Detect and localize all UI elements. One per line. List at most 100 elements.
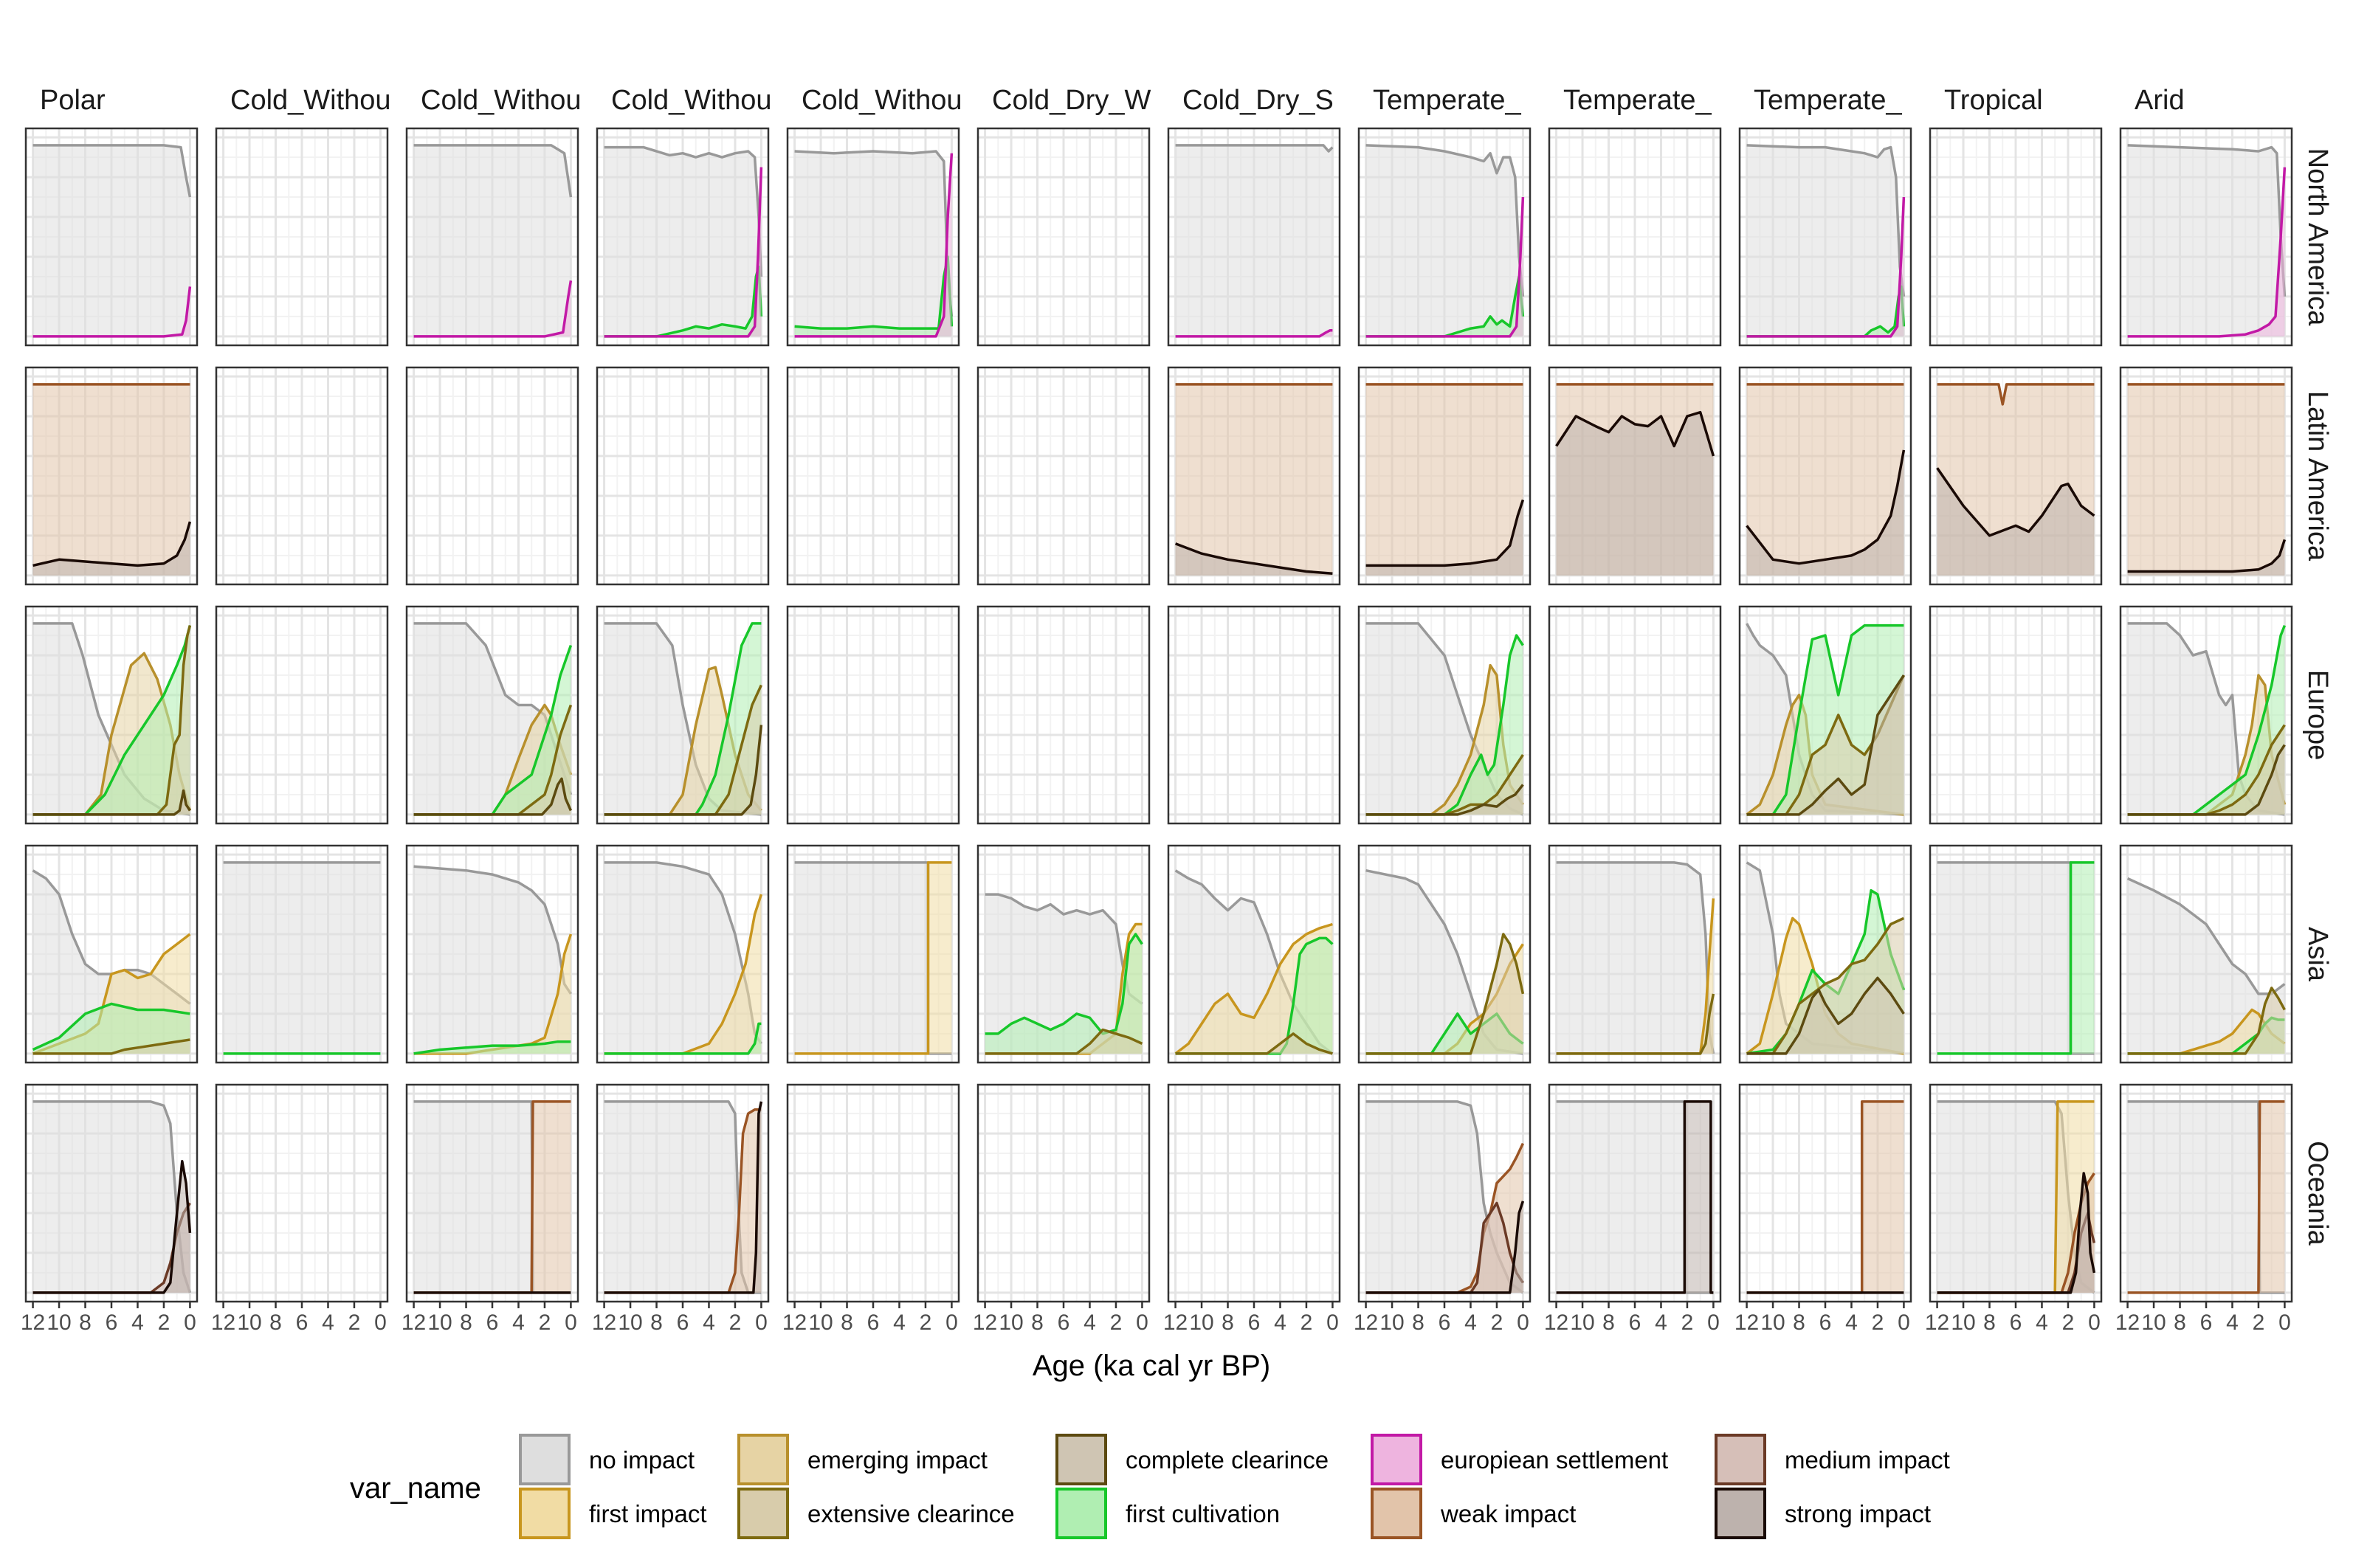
x-tick-label: 2 [1300, 1310, 1313, 1335]
x-tick-label: 10 [237, 1310, 261, 1335]
area-extensive-clearince [604, 685, 762, 815]
panel-border [1357, 366, 1532, 586]
panel [786, 605, 960, 825]
x-tick-label: 6 [867, 1310, 880, 1335]
x-tick-label: 0 [1707, 1310, 1720, 1335]
panel-border [1167, 366, 1341, 586]
panel [405, 127, 579, 347]
x-tick-label: 4 [2226, 1310, 2239, 1335]
legend-label: first impact [589, 1500, 707, 1527]
area-strong-impact [1937, 1173, 2095, 1293]
panel-series [223, 861, 381, 1055]
line-strong-impact [1746, 449, 1906, 565]
panel [596, 605, 770, 825]
panel-border [596, 844, 770, 1064]
area-extensive-clearince [1365, 934, 1523, 1054]
line-extensive-clearince [32, 625, 192, 816]
area-first-cultivation [1175, 938, 1333, 1054]
x-tick-label: 0 [2088, 1310, 2101, 1335]
panel-border [2119, 127, 2293, 347]
line-first-cultivation [2127, 624, 2287, 816]
panel [2119, 127, 2293, 347]
line-first-cultivation [985, 933, 1143, 1035]
panel-border [24, 127, 199, 347]
area-no-impact [604, 623, 762, 815]
panel [24, 1083, 199, 1303]
column-strip-label: Cold_Withou [421, 85, 582, 116]
x-tick-label: 8 [1031, 1310, 1044, 1335]
panel-series [604, 622, 763, 816]
panel-series [1365, 1100, 1525, 1294]
line-european-settlement [1175, 329, 1333, 338]
x-tick-label: 10 [1379, 1310, 1404, 1335]
area-first-cultivation [1365, 635, 1523, 815]
legend-label: strong impact [1785, 1500, 1931, 1527]
legend-item-first-impact: first impact [519, 1488, 707, 1539]
legend-key [1371, 1488, 1422, 1539]
panel-border [1357, 605, 1532, 825]
legend-key [519, 1434, 571, 1485]
line-european-settlement [604, 167, 763, 338]
x-tick-label: 2 [1872, 1310, 1884, 1335]
x-tick-label: 10 [1570, 1310, 1594, 1335]
area-weak-impact [2127, 1101, 2285, 1293]
x-tick-label: 12 [782, 1310, 807, 1335]
line-complete-clearince [1365, 784, 1524, 816]
area-weak-impact [1175, 384, 1333, 576]
panel-series [794, 150, 954, 338]
panel [1929, 127, 2103, 347]
panel [1357, 605, 1532, 825]
column-strip-label: Cold_Withou [802, 85, 962, 116]
panel [596, 127, 770, 347]
x-tick-label: 2 [539, 1310, 551, 1335]
panel-series [1555, 383, 1715, 576]
row-strip-label: Latin America [2302, 391, 2333, 562]
panel-border [1167, 844, 1341, 1064]
legend-key [737, 1434, 789, 1485]
area-no-impact [604, 862, 762, 1054]
panel-border [1548, 844, 1722, 1064]
line-no-impact [604, 145, 763, 277]
line-strong-impact [1556, 1100, 1714, 1294]
panel [24, 844, 199, 1064]
x-tick-label: 10 [999, 1310, 1023, 1335]
panel-series [1365, 868, 1525, 1055]
line-european-settlement [794, 153, 954, 338]
area-weak-impact [1746, 1101, 1904, 1293]
area-first-impact [794, 862, 952, 1054]
area-first-cultivation [32, 1004, 190, 1054]
x-tick-label: 12 [592, 1310, 616, 1335]
panel [1929, 605, 2103, 825]
line-strong-impact [604, 1101, 763, 1294]
row-strip-label: North America [2302, 148, 2333, 327]
column-strip-label: Cold_Dry_W [992, 85, 1151, 116]
x-tick-label: 10 [427, 1310, 452, 1335]
panel-border [1357, 844, 1532, 1064]
panel [976, 844, 1151, 1064]
area-no-impact [413, 145, 571, 336]
line-extensive-clearince [1175, 1032, 1333, 1055]
x-tick-label: 6 [1248, 1310, 1261, 1335]
line-first-impact [1174, 922, 1333, 1055]
panel-series [2127, 383, 2287, 576]
area-strong-impact [1746, 449, 1904, 576]
area-no-impact [32, 145, 190, 336]
x-tick-label: 6 [1819, 1310, 1832, 1335]
legend-items: no impact first impact emerging impact exte… [519, 1434, 1950, 1539]
x-tick-label: 12 [1734, 1310, 1759, 1335]
legend-item-strong-impact: strong impact [1715, 1488, 1931, 1539]
panel-border [1929, 844, 2103, 1064]
panel-series [2127, 622, 2287, 816]
x-tick-label: 2 [1491, 1310, 1503, 1335]
panel-border [786, 127, 960, 347]
legend-item-european-settlement: europiean settlement [1371, 1434, 1668, 1485]
line-first-cultivation [604, 1022, 762, 1055]
panel-series [1746, 144, 1906, 338]
area-no-impact [1556, 1101, 1714, 1293]
panel-series [1174, 869, 1334, 1055]
panel-series [2127, 144, 2287, 338]
panel-series [1365, 622, 1524, 816]
panel-border [215, 366, 389, 586]
x-tick-label: 12 [1544, 1310, 1568, 1335]
panel [405, 366, 579, 586]
